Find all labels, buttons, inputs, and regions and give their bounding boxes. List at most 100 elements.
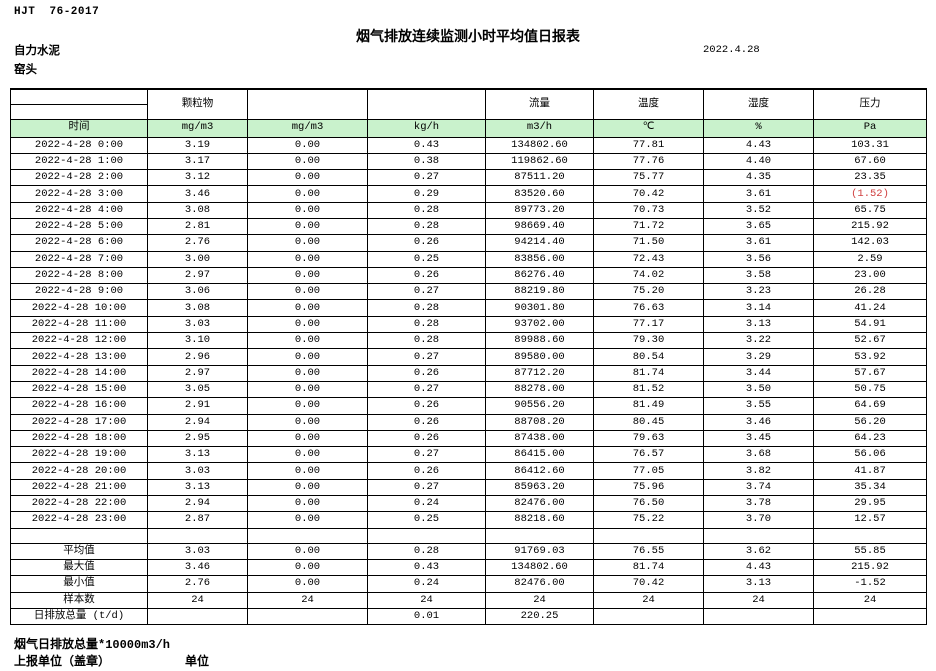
- summary-label-cell: 平均值: [10, 542, 148, 560]
- value-cell: 90301.80: [485, 299, 594, 317]
- value-cell: 98669.40: [485, 217, 594, 236]
- value-cell: 54.91: [813, 315, 927, 334]
- time-cell: 2022-4-28 4:00: [10, 201, 148, 219]
- time-cell: 2022-4-28 5:00: [10, 217, 148, 236]
- value-cell: 0.28: [367, 315, 486, 334]
- value-cell: 87511.20: [485, 169, 594, 187]
- unit-cell: Pa: [813, 118, 927, 138]
- summary-value-cell: 0.28: [367, 542, 486, 560]
- time-cell: 2022-4-28 20:00: [10, 462, 148, 480]
- value-cell: 52.67: [813, 332, 927, 350]
- value-cell: 89580.00: [485, 348, 594, 366]
- value-cell: 0.00: [247, 462, 368, 480]
- value-cell: 87712.20: [485, 364, 594, 382]
- summary-value-cell: 2.76: [147, 575, 248, 593]
- data-row: 2022-4-28 17:00 2.94 0.00 0.26 88708.20 80.45…: [10, 413, 927, 431]
- value-cell: 0.26: [367, 429, 486, 448]
- value-cell: 4.40: [703, 152, 814, 171]
- time-cell: 2022-4-28 22:00: [10, 495, 148, 513]
- value-cell: 64.69: [813, 397, 927, 415]
- value-cell: 3.00: [147, 250, 248, 268]
- value-cell: 70.73: [593, 201, 704, 219]
- value-cell: 64.23: [813, 429, 927, 448]
- report-table: 颗粒物 流量 温度 湿度 压力 时间 mg/m3 mg/m3 kg/h m3/h ℃% Pa 2022-…: [10, 88, 927, 626]
- group-header-cell: [247, 88, 368, 120]
- time-cell: 2022-4-28 17:00: [10, 413, 148, 431]
- value-cell: 0.27: [367, 169, 486, 187]
- value-cell: 26.28: [813, 283, 927, 301]
- value-cell: 0.00: [247, 429, 368, 448]
- value-cell: 2.81: [147, 217, 248, 236]
- value-cell: 0.27: [367, 348, 486, 366]
- value-cell: 3.74: [703, 478, 814, 497]
- time-cell: 2022-4-28 10:00: [10, 299, 148, 317]
- value-cell: 3.08: [147, 201, 248, 219]
- value-cell: 77.17: [593, 315, 704, 334]
- value-cell: 0.00: [247, 495, 368, 513]
- spacer-cell: [703, 527, 814, 544]
- summary-value-cell: 3.62: [703, 542, 814, 560]
- value-cell: 3.56: [703, 250, 814, 268]
- value-cell: 3.05: [147, 380, 248, 399]
- value-cell: 89988.60: [485, 332, 594, 350]
- report-date: 2022.4.28: [703, 44, 760, 56]
- unit-cell: %: [703, 118, 814, 138]
- summary-value-cell: [593, 607, 704, 626]
- station-name: 窑头: [14, 64, 37, 77]
- summary-row: 样本数 24 24 24 24 24 24 24: [10, 591, 927, 609]
- value-cell: 3.12: [147, 169, 248, 187]
- value-cell: 23.35: [813, 169, 927, 187]
- summary-label-cell: 最大值: [10, 558, 148, 577]
- value-cell: 3.58: [703, 266, 814, 285]
- value-cell: 3.50: [703, 380, 814, 399]
- data-row: 2022-4-28 18:00 2.95 0.00 0.26 87438.00 79.63…: [10, 429, 927, 448]
- spacer-row: [10, 527, 927, 544]
- summary-value-cell: [147, 607, 248, 626]
- value-cell: 0.24: [367, 495, 486, 513]
- summary-value-cell: 220.25: [485, 607, 594, 626]
- value-cell: 3.46: [703, 413, 814, 431]
- summary-value-cell: [247, 607, 368, 626]
- time-cell: 2022-4-28 21:00: [10, 478, 148, 497]
- value-cell: 0.00: [247, 283, 368, 301]
- value-cell: 35.34: [813, 478, 927, 497]
- value-cell: 88278.00: [485, 380, 594, 399]
- value-cell: 3.19: [147, 136, 248, 154]
- value-cell: 71.72: [593, 217, 704, 236]
- value-cell: 2.97: [147, 266, 248, 285]
- value-cell: 3.61: [703, 185, 814, 203]
- value-cell: 142.03: [813, 234, 927, 252]
- value-cell: 3.46: [147, 185, 248, 203]
- summary-value-cell: 3.13: [703, 575, 814, 593]
- summary-label-cell: 最小值: [10, 575, 148, 593]
- value-cell: 23.00: [813, 266, 927, 285]
- time-header-cell: 时间: [10, 118, 148, 138]
- summary-value-cell: 24: [367, 591, 486, 609]
- value-cell: 0.00: [247, 478, 368, 497]
- data-row: 2022-4-28 11:00 3.03 0.00 0.28 93702.00 77.17…: [10, 315, 927, 334]
- value-cell: 65.75: [813, 201, 927, 219]
- unit-cell: m3/h: [485, 118, 594, 138]
- value-cell: 3.03: [147, 462, 248, 480]
- summary-value-cell: -1.52: [813, 575, 927, 593]
- data-row: 2022-4-28 3:00 3.46 0.00 0.29 83520.60 70.42 3…: [10, 185, 927, 203]
- group-header-cell: 压力: [813, 88, 927, 120]
- value-cell: 0.26: [367, 364, 486, 382]
- value-cell: 81.74: [593, 364, 704, 382]
- time-cell: 2022-4-28 8:00: [10, 266, 148, 285]
- data-row: 2022-4-28 22:00 2.94 0.00 0.24 82476.00 76.50…: [10, 495, 927, 513]
- value-cell: 86276.40: [485, 266, 594, 285]
- value-cell: 0.00: [247, 217, 368, 236]
- value-cell: 76.57: [593, 446, 704, 464]
- value-cell: 89773.20: [485, 201, 594, 219]
- time-cell: 2022-4-28 11:00: [10, 315, 148, 334]
- summary-value-cell: 0.24: [367, 575, 486, 593]
- summary-label-cell: 日排放总量 (t/d): [10, 607, 148, 626]
- summary-value-cell: 3.03: [147, 542, 248, 560]
- value-cell: 80.54: [593, 348, 704, 366]
- time-cell: 2022-4-28 6:00: [10, 234, 148, 252]
- summary-label-cell: 样本数: [10, 591, 148, 609]
- value-cell: 0.00: [247, 299, 368, 317]
- summary-row: 最大值 3.46 0.00 0.43 134802.60 81.74 4.43 215.92: [10, 558, 927, 577]
- data-row: 2022-4-28 10:00 3.08 0.00 0.28 90301.80 76.63…: [10, 299, 927, 317]
